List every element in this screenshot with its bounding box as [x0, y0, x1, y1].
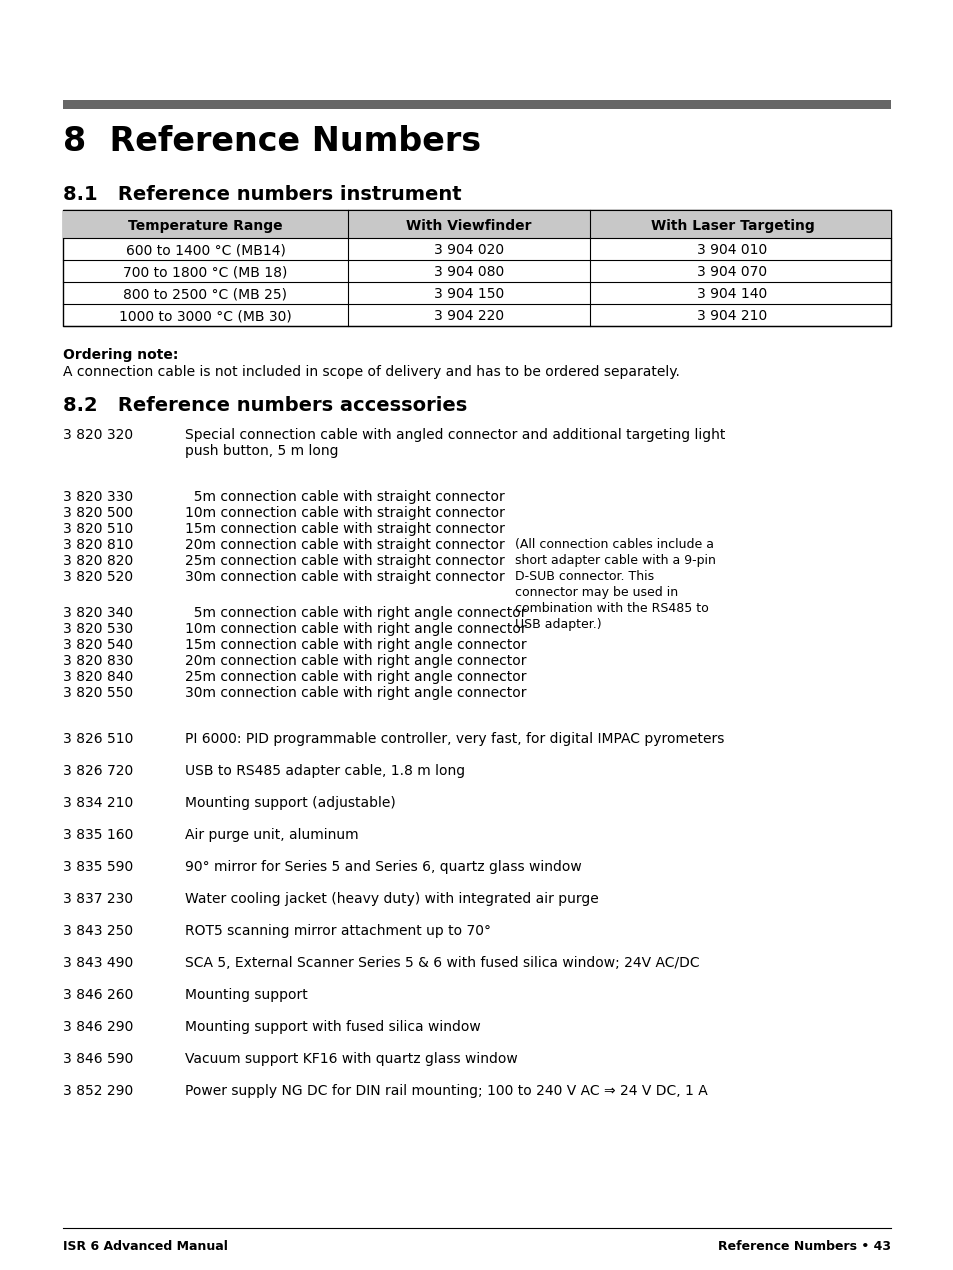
Text: 3 835 160: 3 835 160	[63, 828, 133, 842]
Text: 3 820 830: 3 820 830	[63, 654, 133, 668]
Text: Air purge unit, aluminum: Air purge unit, aluminum	[185, 828, 358, 842]
Text: 30m connection cable with straight connector: 30m connection cable with straight conne…	[185, 570, 504, 584]
Text: 5m connection cable with straight connector: 5m connection cable with straight connec…	[185, 490, 504, 504]
Text: ROT5 scanning mirror attachment up to 70°: ROT5 scanning mirror attachment up to 70…	[185, 925, 491, 939]
Text: 3 852 290: 3 852 290	[63, 1085, 133, 1099]
Text: 3 820 510: 3 820 510	[63, 522, 133, 536]
Text: 3 904 080: 3 904 080	[434, 265, 503, 279]
Text: Vacuum support KF16 with quartz glass window: Vacuum support KF16 with quartz glass wi…	[185, 1052, 517, 1066]
Text: Water cooling jacket (heavy duty) with integrated air purge: Water cooling jacket (heavy duty) with i…	[185, 892, 598, 906]
Text: 10m connection cable with right angle connector: 10m connection cable with right angle co…	[185, 622, 526, 636]
Text: 800 to 2500 °C (MB 25): 800 to 2500 °C (MB 25)	[123, 287, 287, 301]
Text: 3 820 820: 3 820 820	[63, 554, 133, 568]
Text: 90° mirror for Series 5 and Series 6, quartz glass window: 90° mirror for Series 5 and Series 6, qu…	[185, 860, 581, 874]
Text: 1000 to 3000 °C (MB 30): 1000 to 3000 °C (MB 30)	[119, 309, 292, 323]
Text: 3 826 510: 3 826 510	[63, 732, 133, 745]
Text: push button, 5 m long: push button, 5 m long	[185, 444, 338, 458]
Text: 3 834 210: 3 834 210	[63, 796, 133, 810]
Text: 3 837 230: 3 837 230	[63, 892, 133, 906]
Text: 3 904 150: 3 904 150	[434, 287, 503, 301]
Text: D-SUB connector. This: D-SUB connector. This	[515, 570, 654, 583]
Text: 25m connection cable with straight connector: 25m connection cable with straight conne…	[185, 554, 504, 568]
Text: 3 904 140: 3 904 140	[697, 287, 767, 301]
Bar	[63, 100, 890, 109]
Text: 3 843 490: 3 843 490	[63, 956, 133, 970]
Text: 15m connection cable with right angle connector: 15m connection cable with right angle co…	[185, 638, 526, 652]
Text: Temperature Range: Temperature Range	[128, 218, 282, 232]
Text: 25m connection cable with right angle connector: 25m connection cable with right angle co…	[185, 671, 526, 685]
Text: 30m connection cable with right angle connector: 30m connection cable with right angle co…	[185, 686, 526, 700]
Text: USB adapter.): USB adapter.)	[515, 618, 601, 631]
Text: Mounting support (adjustable): Mounting support (adjustable)	[185, 796, 395, 810]
Text: 8.1   Reference numbers instrument: 8.1 Reference numbers instrument	[63, 185, 461, 204]
Text: 600 to 1400 °C (MB14): 600 to 1400 °C (MB14)	[126, 243, 285, 257]
Text: Ordering note:: Ordering note:	[63, 348, 178, 362]
Bar	[63, 210, 890, 237]
Text: With Viewfinder: With Viewfinder	[406, 218, 531, 232]
Text: 3 820 340: 3 820 340	[63, 606, 133, 620]
Text: 3 820 840: 3 820 840	[63, 671, 133, 685]
Text: Power supply NG DC for DIN rail mounting; 100 to 240 V AC ⇒ 24 V DC, 1 A: Power supply NG DC for DIN rail mounting…	[185, 1085, 707, 1099]
Text: 3 904 020: 3 904 020	[434, 243, 503, 257]
Text: 3 820 530: 3 820 530	[63, 622, 133, 636]
Text: 3 904 210: 3 904 210	[697, 309, 767, 323]
Text: Mounting support: Mounting support	[185, 988, 308, 1002]
Text: USB to RS485 adapter cable, 1.8 m long: USB to RS485 adapter cable, 1.8 m long	[185, 765, 465, 779]
Text: With Laser Targeting: With Laser Targeting	[650, 218, 814, 232]
Text: 8  Reference Numbers: 8 Reference Numbers	[63, 124, 480, 157]
Text: 8.2   Reference numbers accessories: 8.2 Reference numbers accessories	[63, 396, 467, 415]
Text: Reference Numbers • 43: Reference Numbers • 43	[718, 1240, 890, 1253]
Text: 10m connection cable with straight connector: 10m connection cable with straight conne…	[185, 505, 504, 519]
Text: 20m connection cable with right angle connector: 20m connection cable with right angle co…	[185, 654, 526, 668]
Text: 3 904 220: 3 904 220	[434, 309, 503, 323]
Text: 3 820 550: 3 820 550	[63, 686, 133, 700]
Text: 3 846 260: 3 846 260	[63, 988, 133, 1002]
Text: 3 843 250: 3 843 250	[63, 925, 133, 939]
Text: 3 820 320: 3 820 320	[63, 428, 133, 442]
Bar	[63, 210, 890, 326]
Text: 3 904 010: 3 904 010	[697, 243, 767, 257]
Text: (All connection cables include a: (All connection cables include a	[515, 538, 713, 551]
Text: 20m connection cable with straight connector: 20m connection cable with straight conne…	[185, 538, 504, 552]
Text: 3 846 590: 3 846 590	[63, 1052, 133, 1066]
Text: 3 846 290: 3 846 290	[63, 1020, 133, 1034]
Text: 3 826 720: 3 826 720	[63, 765, 133, 779]
Text: combination with the RS485 to: combination with the RS485 to	[515, 602, 708, 615]
Text: SCA 5, External Scanner Series 5 & 6 with fused silica window; 24V AC/DC: SCA 5, External Scanner Series 5 & 6 wit…	[185, 956, 699, 970]
Text: Special connection cable with angled connector and additional targeting light: Special connection cable with angled con…	[185, 428, 724, 442]
Text: 700 to 1800 °C (MB 18): 700 to 1800 °C (MB 18)	[123, 265, 288, 279]
Text: 3 835 590: 3 835 590	[63, 860, 133, 874]
Text: ISR 6 Advanced Manual: ISR 6 Advanced Manual	[63, 1240, 228, 1253]
Text: 3 904 070: 3 904 070	[697, 265, 767, 279]
Text: short adapter cable with a 9-pin: short adapter cable with a 9-pin	[515, 554, 715, 566]
Text: 3 820 330: 3 820 330	[63, 490, 133, 504]
Text: 3 820 540: 3 820 540	[63, 638, 133, 652]
Text: 3 820 520: 3 820 520	[63, 570, 133, 584]
Text: 5m connection cable with right angle connector: 5m connection cable with right angle con…	[185, 606, 526, 620]
Text: 3 820 810: 3 820 810	[63, 538, 133, 552]
Text: 3 820 500: 3 820 500	[63, 505, 133, 519]
Text: Mounting support with fused silica window: Mounting support with fused silica windo…	[185, 1020, 480, 1034]
Text: 15m connection cable with straight connector: 15m connection cable with straight conne…	[185, 522, 504, 536]
Text: connector may be used in: connector may be used in	[515, 585, 678, 599]
Text: A connection cable is not included in scope of delivery and has to be ordered se: A connection cable is not included in sc…	[63, 364, 679, 378]
Text: PI 6000: PID programmable controller, very fast, for digital IMPAC pyrometers: PI 6000: PID programmable controller, ve…	[185, 732, 723, 745]
